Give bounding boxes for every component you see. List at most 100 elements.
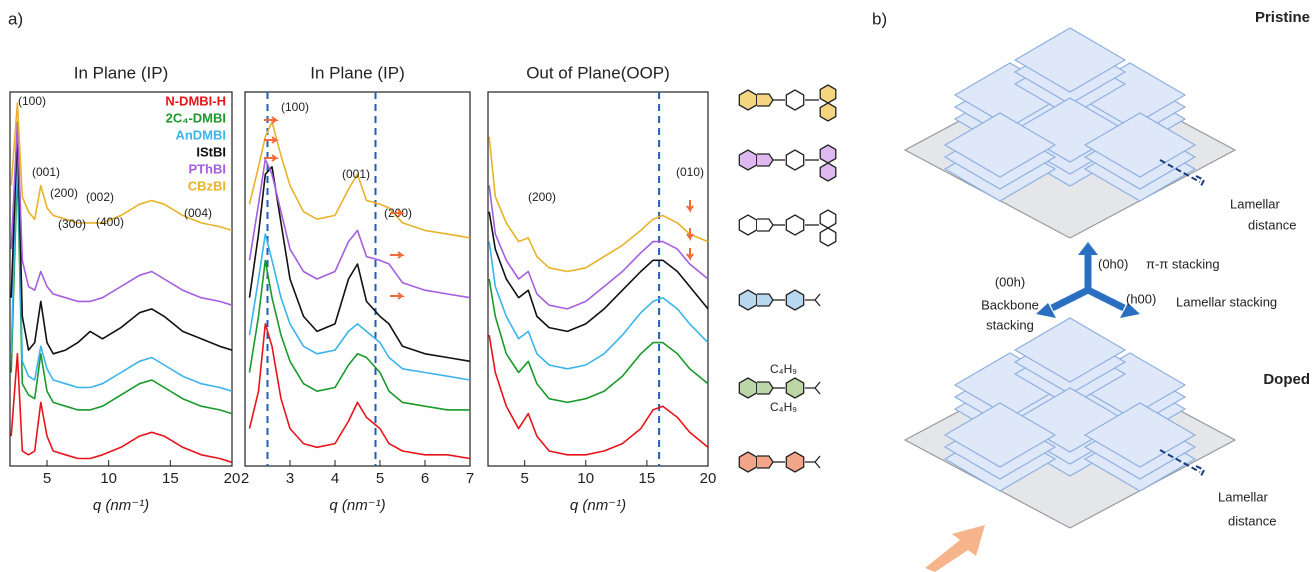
bracket bbox=[1159, 159, 1206, 189]
ring bbox=[757, 153, 774, 167]
schematic-label: distance bbox=[1248, 217, 1296, 232]
peak-label: (001) bbox=[32, 165, 60, 179]
data-line bbox=[488, 241, 709, 370]
schematic-label: Backbone bbox=[981, 297, 1039, 312]
x-tick-label: 10 bbox=[577, 470, 594, 487]
shift-arrow bbox=[686, 200, 694, 213]
data-line bbox=[488, 334, 709, 456]
ring bbox=[785, 89, 805, 111]
x-tick-label: 5 bbox=[376, 470, 384, 487]
legend-entry: N-DMBI-H bbox=[165, 93, 226, 108]
ring bbox=[785, 451, 805, 473]
shift-arrow bbox=[686, 248, 694, 261]
substituent: C₄H₉ bbox=[770, 362, 797, 376]
ring bbox=[819, 102, 837, 122]
data-line bbox=[10, 166, 233, 415]
x-tick-label: 2 bbox=[241, 470, 249, 487]
x-tick-label: 5 bbox=[43, 470, 51, 487]
shift-arrow bbox=[390, 251, 405, 259]
ring bbox=[738, 89, 758, 111]
bond bbox=[805, 381, 821, 395]
peak-label: (100) bbox=[18, 94, 46, 108]
ring bbox=[757, 293, 774, 307]
ring bbox=[738, 289, 758, 311]
x-axis-label: q (nm⁻¹) bbox=[570, 497, 626, 514]
legend-entry: AnDMBI bbox=[175, 127, 226, 142]
peak-label: (200) bbox=[50, 186, 78, 200]
data-line bbox=[10, 128, 233, 355]
data-line bbox=[488, 211, 709, 333]
chart-title: In Plane (IP) bbox=[310, 63, 405, 82]
ring bbox=[785, 214, 805, 236]
ring bbox=[819, 162, 837, 182]
ring bbox=[785, 289, 805, 311]
ring bbox=[819, 144, 837, 164]
schematic-label: π-π stacking bbox=[1146, 256, 1220, 271]
schematic-label: Lamellar bbox=[1218, 489, 1269, 504]
data-line bbox=[488, 136, 709, 273]
arrow-head bbox=[1120, 303, 1140, 318]
ring bbox=[738, 214, 758, 236]
peak-label: (300) bbox=[58, 217, 86, 231]
data-line bbox=[248, 166, 471, 363]
schematic-label: (h00) bbox=[1126, 291, 1156, 306]
chart-title: In Plane (IP) bbox=[74, 63, 169, 82]
x-tick-label: 4 bbox=[331, 470, 339, 487]
schematic-label: stacking bbox=[986, 317, 1034, 332]
data-line bbox=[488, 278, 709, 404]
ring bbox=[738, 377, 758, 399]
data-line bbox=[488, 185, 709, 310]
data-line bbox=[10, 147, 233, 392]
arrow-head bbox=[1078, 242, 1098, 255]
bond bbox=[805, 293, 821, 307]
legend-entry: 2C₄-DMBI bbox=[166, 110, 226, 125]
ring bbox=[738, 451, 758, 473]
data-line bbox=[248, 233, 471, 381]
schematic: Pristine Doped Lamellar distance Lamellar dis… bbox=[903, 9, 1310, 572]
shift-arrow bbox=[264, 116, 279, 124]
bond bbox=[805, 455, 821, 469]
shift-arrow bbox=[686, 228, 694, 241]
arrow-head bbox=[1036, 303, 1056, 318]
substituent: C₄H₉ bbox=[770, 400, 797, 414]
peak-label: (001) bbox=[342, 167, 370, 181]
peak-label: (100) bbox=[281, 100, 309, 114]
sheet bbox=[1083, 402, 1197, 468]
ring bbox=[757, 218, 774, 232]
sheet bbox=[1013, 317, 1127, 383]
sheet bbox=[1083, 112, 1197, 178]
ring bbox=[738, 149, 758, 171]
axis-arrow bbox=[1050, 252, 1126, 312]
legend-entry: IStBI bbox=[196, 144, 226, 159]
ring bbox=[785, 149, 805, 171]
data-line bbox=[10, 353, 233, 464]
peak-label: (002) bbox=[86, 190, 114, 204]
schematic-label: Doped bbox=[1263, 371, 1310, 388]
plot-frame bbox=[487, 91, 709, 467]
ring bbox=[819, 227, 837, 247]
shift-arrow bbox=[264, 136, 279, 144]
x-tick-label: 7 bbox=[466, 470, 474, 487]
dopant-arrow bbox=[925, 525, 985, 572]
legend-entry: CBzBI bbox=[188, 178, 226, 193]
plot-frame bbox=[244, 91, 471, 467]
panel-label: b) bbox=[872, 9, 887, 28]
panel-label: a) bbox=[8, 9, 23, 28]
plot-frame bbox=[9, 91, 233, 467]
x-tick-label: 20 bbox=[224, 470, 241, 487]
x-tick-label: 10 bbox=[100, 470, 117, 487]
schematic-label: Lamellar bbox=[1230, 196, 1281, 211]
sheet bbox=[943, 402, 1057, 468]
ring bbox=[757, 381, 774, 395]
ring bbox=[819, 209, 837, 229]
legend-entry: PThBI bbox=[188, 161, 226, 176]
schematic-label: Lamellar stacking bbox=[1176, 294, 1277, 309]
x-tick-label: 6 bbox=[421, 470, 429, 487]
peak-label: (010) bbox=[676, 165, 704, 179]
x-tick-label: 15 bbox=[639, 470, 656, 487]
peak-label: (200) bbox=[528, 190, 556, 204]
schematic-label: Pristine bbox=[1255, 9, 1310, 26]
chart-title: Out of Plane(OOP) bbox=[526, 63, 670, 82]
schematic-label: distance bbox=[1228, 513, 1276, 528]
